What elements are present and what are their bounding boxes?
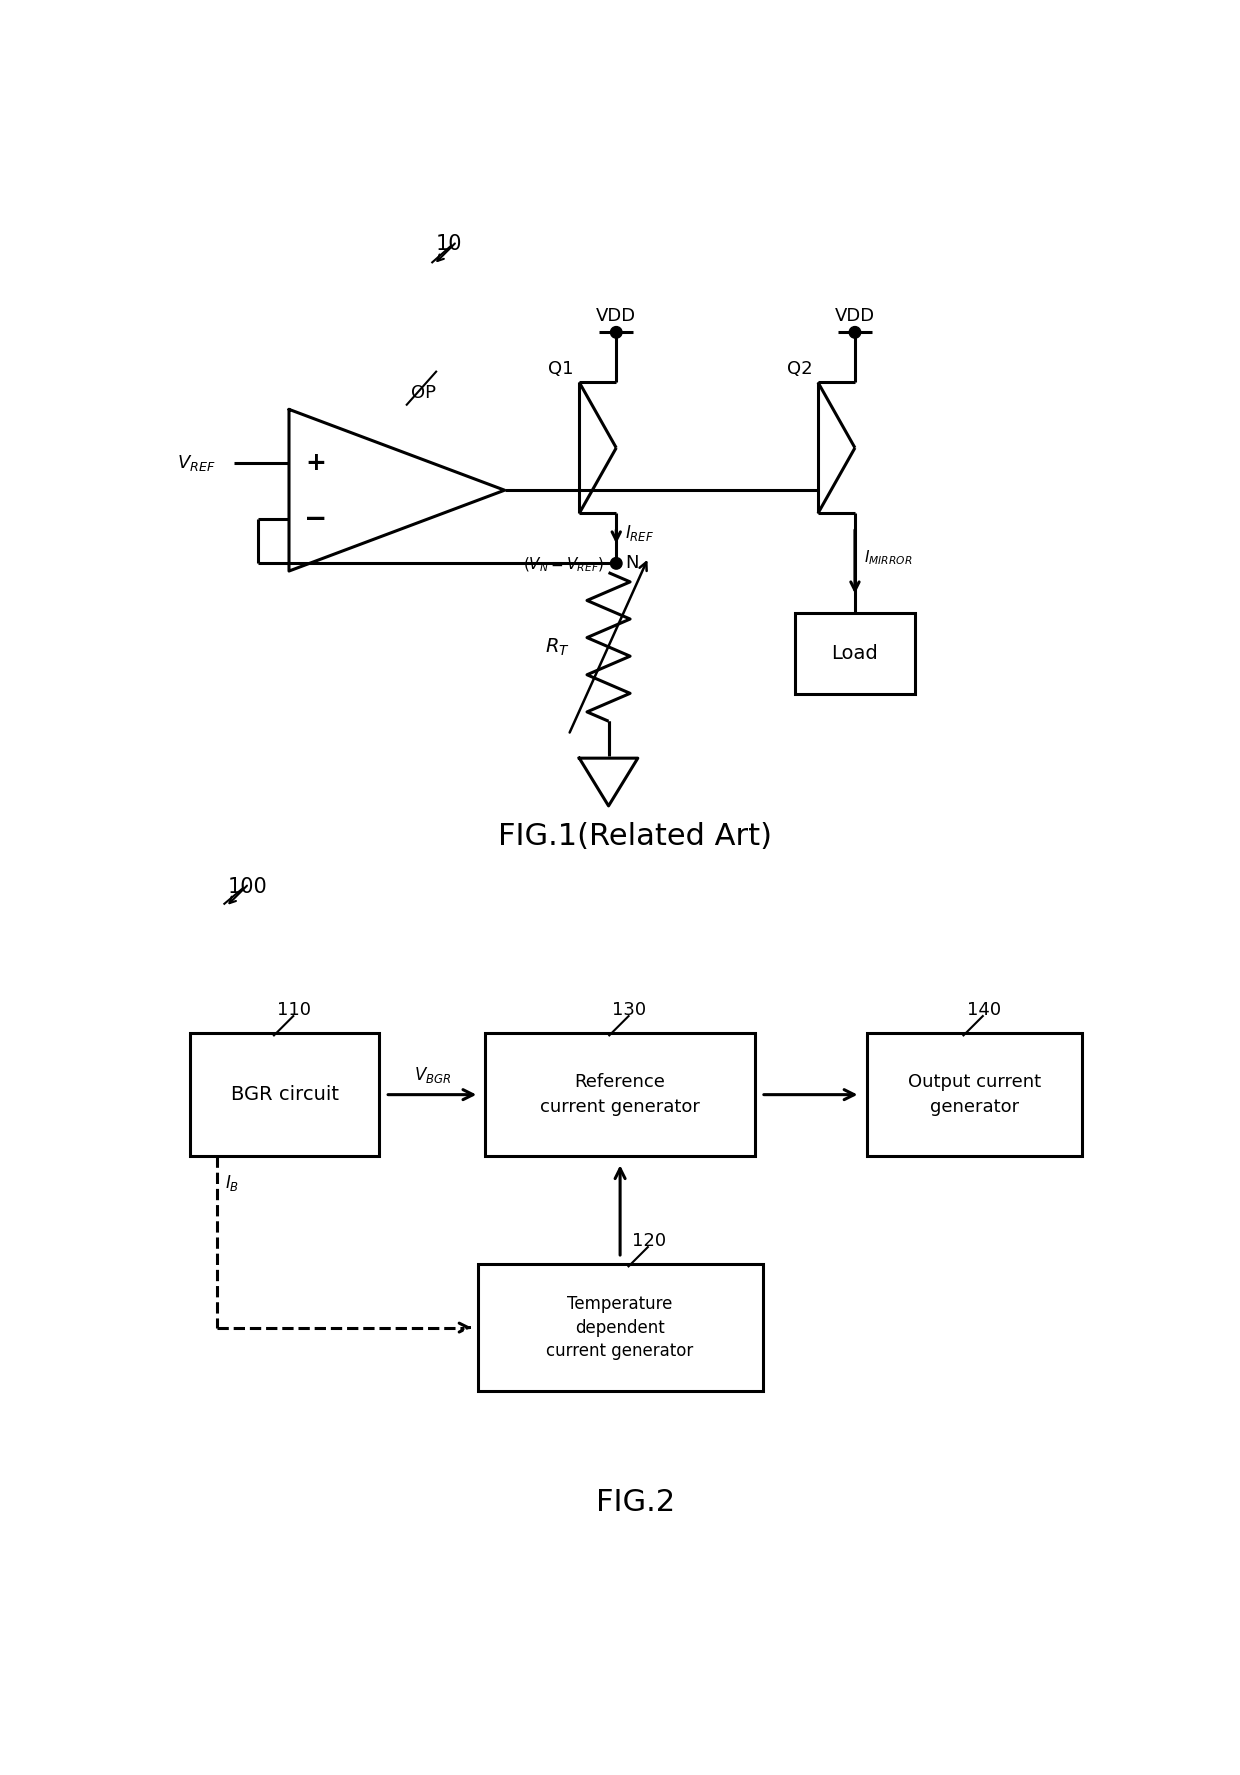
Text: 100: 100 xyxy=(227,877,267,896)
Text: $R_T$: $R_T$ xyxy=(546,635,570,657)
Text: VDD: VDD xyxy=(835,307,875,325)
Text: +: + xyxy=(305,451,326,476)
Text: $I_{MIRROR}$: $I_{MIRROR}$ xyxy=(864,548,913,568)
Text: 110: 110 xyxy=(277,1001,311,1019)
Text: 120: 120 xyxy=(631,1232,666,1250)
Text: OP: OP xyxy=(412,383,436,401)
Text: Temperature
dependent
current generator: Temperature dependent current generator xyxy=(547,1296,693,1360)
Bar xyxy=(867,1033,1083,1156)
Bar xyxy=(485,1033,755,1156)
Text: VDD: VDD xyxy=(596,307,636,325)
Bar xyxy=(191,1033,379,1156)
Circle shape xyxy=(610,557,622,570)
Text: Output current
generator: Output current generator xyxy=(908,1074,1040,1116)
Text: $V_{REF}$: $V_{REF}$ xyxy=(177,453,216,474)
Text: FIG.1(Related Art): FIG.1(Related Art) xyxy=(498,822,773,852)
Text: $I_B$: $I_B$ xyxy=(226,1173,239,1193)
Text: Q1: Q1 xyxy=(548,360,574,378)
Text: 140: 140 xyxy=(967,1001,1001,1019)
Bar xyxy=(795,614,915,694)
Text: Reference
current generator: Reference current generator xyxy=(541,1074,701,1116)
Text: 130: 130 xyxy=(613,1001,646,1019)
Text: BGR circuit: BGR circuit xyxy=(231,1085,339,1104)
Text: $V_{BGR}$: $V_{BGR}$ xyxy=(414,1065,451,1085)
Text: N: N xyxy=(625,554,639,572)
Text: $I_{REF}$: $I_{REF}$ xyxy=(625,524,655,543)
Text: FIG.2: FIG.2 xyxy=(596,1487,675,1518)
Text: −: − xyxy=(304,506,327,534)
Text: Load: Load xyxy=(832,644,878,664)
Text: 10: 10 xyxy=(435,234,461,254)
Circle shape xyxy=(610,327,622,337)
Text: $(V_N = V_{REF})$: $(V_N = V_{REF})$ xyxy=(523,556,605,573)
Circle shape xyxy=(849,327,861,337)
Bar xyxy=(477,1264,763,1392)
Text: Q2: Q2 xyxy=(787,360,812,378)
